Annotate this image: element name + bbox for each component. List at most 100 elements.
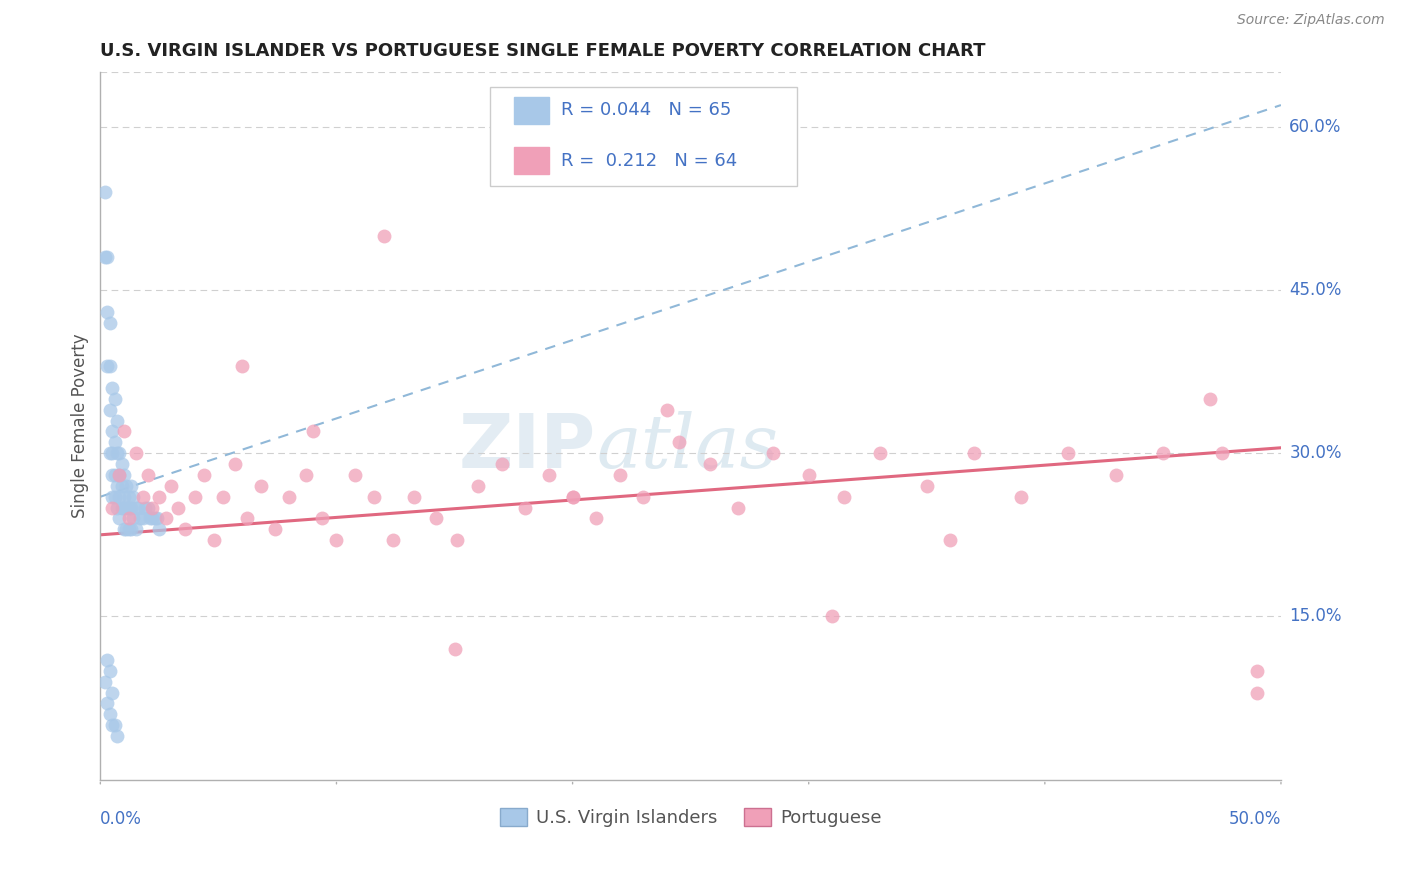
- Text: 45.0%: 45.0%: [1289, 281, 1341, 299]
- Point: [94, 674, 117, 689]
- Point: [112, 522, 135, 536]
- Point: [134, 500, 156, 515]
- Point: [108, 511, 131, 525]
- Point: [98, 664, 121, 678]
- Text: 30.0%: 30.0%: [1289, 444, 1341, 462]
- Point: [235, 511, 257, 525]
- Point: [212, 490, 235, 504]
- Point: [193, 467, 215, 482]
- Point: [155, 511, 177, 525]
- Point: [127, 500, 149, 515]
- Point: [869, 446, 891, 460]
- Point: [446, 533, 468, 548]
- Point: [105, 479, 128, 493]
- Point: [115, 479, 138, 493]
- Point: [118, 500, 141, 515]
- Point: [302, 425, 325, 439]
- Point: [136, 467, 159, 482]
- Point: [561, 490, 583, 504]
- Point: [939, 533, 962, 548]
- Point: [118, 522, 141, 536]
- Point: [141, 511, 163, 525]
- Point: [655, 402, 678, 417]
- Point: [278, 490, 301, 504]
- Point: [762, 446, 785, 460]
- Point: [110, 500, 132, 515]
- Point: [174, 522, 197, 536]
- Point: [108, 467, 131, 482]
- FancyBboxPatch shape: [489, 87, 797, 186]
- Point: [108, 490, 131, 504]
- Point: [112, 425, 135, 439]
- Point: [101, 490, 124, 504]
- Point: [699, 457, 721, 471]
- Text: ZIP: ZIP: [458, 410, 596, 483]
- Point: [382, 533, 405, 548]
- Point: [103, 467, 125, 482]
- Point: [120, 479, 142, 493]
- Point: [108, 446, 131, 460]
- Point: [404, 490, 426, 504]
- Text: 50.0%: 50.0%: [1229, 810, 1281, 828]
- Point: [963, 446, 986, 460]
- Point: [443, 642, 465, 657]
- Text: 15.0%: 15.0%: [1289, 607, 1341, 625]
- Point: [515, 500, 537, 515]
- Point: [98, 707, 121, 722]
- Y-axis label: Single Female Poverty: Single Female Poverty: [72, 334, 89, 518]
- Point: [103, 392, 125, 406]
- Point: [101, 446, 124, 460]
- Point: [118, 511, 141, 525]
- Text: 0.0%: 0.0%: [100, 810, 142, 828]
- Point: [344, 467, 367, 482]
- Text: R = 0.044   N = 65: R = 0.044 N = 65: [561, 101, 731, 119]
- Point: [108, 467, 131, 482]
- Point: [105, 729, 128, 743]
- Point: [1199, 392, 1222, 406]
- Point: [125, 500, 148, 515]
- Text: 60.0%: 60.0%: [1289, 118, 1341, 136]
- Point: [224, 457, 246, 471]
- Text: R =  0.212   N = 64: R = 0.212 N = 64: [561, 152, 737, 169]
- Point: [112, 490, 135, 504]
- Point: [101, 685, 124, 699]
- Point: [98, 402, 121, 417]
- Point: [264, 522, 287, 536]
- Point: [1246, 664, 1268, 678]
- Point: [132, 511, 155, 525]
- Point: [125, 446, 148, 460]
- Point: [1105, 467, 1128, 482]
- Point: [797, 467, 820, 482]
- Bar: [513, 146, 548, 174]
- Point: [148, 522, 170, 536]
- Point: [96, 359, 118, 374]
- Point: [98, 316, 121, 330]
- Point: [118, 490, 141, 504]
- Point: [101, 718, 124, 732]
- Point: [125, 522, 148, 536]
- Legend: U.S. Virgin Islanders, Portuguese: U.S. Virgin Islanders, Portuguese: [492, 800, 889, 834]
- Point: [110, 479, 132, 493]
- Point: [832, 490, 855, 504]
- Point: [96, 653, 118, 667]
- Point: [141, 500, 163, 515]
- Point: [1057, 446, 1080, 460]
- Point: [120, 500, 142, 515]
- Point: [101, 425, 124, 439]
- Point: [363, 490, 385, 504]
- Point: [101, 467, 124, 482]
- Point: [136, 500, 159, 515]
- Point: [250, 479, 273, 493]
- Point: [105, 446, 128, 460]
- Point: [467, 479, 489, 493]
- Point: [167, 500, 190, 515]
- Point: [105, 500, 128, 515]
- Point: [561, 490, 583, 504]
- Point: [101, 500, 124, 515]
- Point: [609, 467, 631, 482]
- Point: [146, 511, 169, 525]
- Point: [184, 490, 207, 504]
- Point: [325, 533, 347, 548]
- Point: [202, 533, 225, 548]
- Point: [122, 511, 145, 525]
